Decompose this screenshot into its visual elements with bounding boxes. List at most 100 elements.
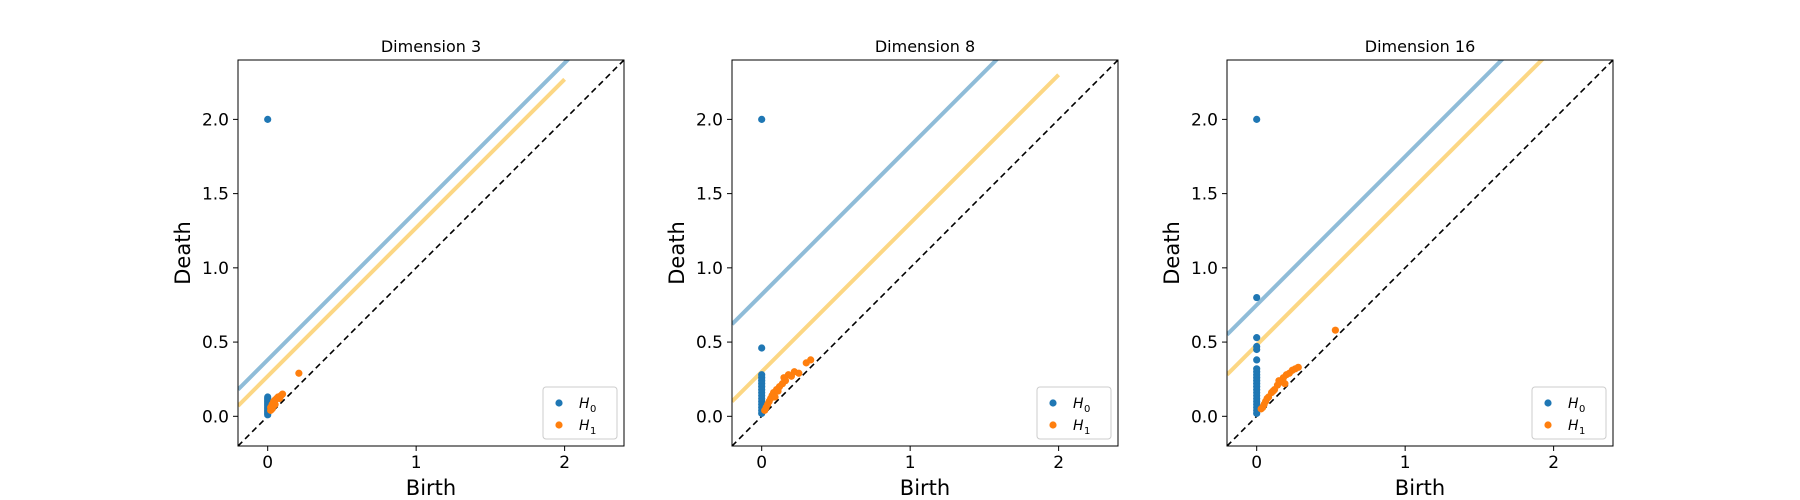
y-tick-label: 0.5 [696,333,723,353]
chart-panel-2: Dimension 8 0 1 2 0.0 0.5 1.0 1.5 2.0 Birth Death H… [665,37,1119,500]
y-tick-label: 2.0 [202,110,229,130]
x-tick-label: 1 [411,453,422,473]
x-axis-label: Birth [406,476,456,500]
data-point-h1 [1257,405,1265,413]
h1-threshold-line [1227,60,1545,377]
data-point-h0 [1253,345,1261,354]
x-tick-label: 2 [1053,453,1064,473]
data-point-h1 [802,359,810,367]
legend-label-subscript: 0 [1579,404,1585,415]
legend: H 0H 1 [1531,386,1607,440]
y-tick-label: 0.0 [202,407,229,427]
x-tick-label: 1 [1400,453,1411,473]
data-point-h1 [1285,369,1293,377]
y-tick-label: 0.5 [202,333,229,353]
chart-panel-3: Dimension 16 0 1 2 0.0 0.5 1.0 1.5 2.0 Birth Death… [1160,37,1614,500]
chart-title: Dimension 3 [381,37,481,56]
x-axis-label: Birth [1395,476,1445,500]
data-point-h1 [295,369,303,377]
series-h0 [758,115,766,417]
legend-marker [1049,399,1057,407]
y-tick-label: 1.0 [1191,259,1218,279]
data-point-h1 [1269,387,1277,395]
legend-label: H [1073,418,1084,434]
legend-marker [555,399,563,407]
plot-frame [1226,59,1614,447]
legend-label-subscript: 1 [590,426,596,437]
y-axis-label: Death [665,221,689,285]
legend-label-subscript: 0 [1084,404,1090,415]
legend-label-subscript: 1 [1579,426,1585,437]
legend-label-subscript: 0 [590,404,596,415]
plot-area [238,60,624,446]
y-tick-label: 1.5 [696,185,723,205]
legend-label: H [579,396,590,412]
data-point-h0 [758,344,766,352]
legend-label: H [579,418,590,434]
data-point-h1 [771,393,779,401]
y-tick-label: 1.5 [1191,185,1218,205]
series-h0 [1253,115,1261,417]
series-h1 [267,369,303,414]
y-tick-label: 0.0 [1191,407,1218,427]
x-axis-label: Birth [900,476,950,500]
diagonal-line [1227,60,1613,446]
data-point-h0 [1253,293,1261,302]
legend-label: H [1568,396,1579,412]
y-axis-label: Death [1160,221,1184,285]
data-point-h0 [1253,409,1261,417]
legend-label-subscript: 1 [1084,426,1090,437]
legend: H 0H 1 [1036,386,1112,440]
x-tick-label: 0 [262,453,273,473]
h0-threshold-line [1227,60,1505,337]
y-tick-label: 1.5 [202,185,229,205]
plot-frame [731,59,1119,447]
data-point-h1 [267,406,275,414]
chart-panel-1: Dimension 3 0 1 2 0.0 0.5 1.0 1.5 2.0 Birth Death H… [171,37,625,500]
x-tick-label: 2 [559,453,570,473]
h0-threshold-line [238,60,571,391]
plot-area [732,60,1118,446]
legend-label: H [1568,418,1579,434]
data-point-h1 [795,369,803,377]
y-tick-label: 1.0 [696,259,723,279]
data-point-h1 [1263,394,1271,403]
legend-label: H [1073,396,1084,412]
y-tick-label: 0.5 [1191,333,1218,353]
y-tick-label: 1.0 [202,259,229,279]
data-point-h1 [275,394,284,403]
data-point-h0 [758,115,766,123]
h1-threshold-line [238,77,567,408]
data-point-h1 [1275,377,1283,385]
diagonal-line [732,60,1118,446]
x-tick-label: 0 [756,453,767,473]
chart-title: Dimension 16 [1365,37,1476,56]
diagonal-line [238,60,624,446]
data-point-h1 [761,406,769,414]
data-point-h0 [1253,356,1261,364]
series-h1 [761,356,815,414]
data-point-h0 [1253,334,1261,342]
x-tick-label: 0 [1251,453,1262,473]
series-h1 [1257,326,1339,413]
legend-marker [1049,421,1057,429]
data-point-h0 [264,115,272,123]
x-tick-label: 1 [905,453,916,473]
y-axis-label: Death [171,221,195,285]
legend: H 0H 1 [542,386,618,440]
plot-frame [237,59,625,447]
y-tick-label: 2.0 [696,110,723,130]
chart-title: Dimension 8 [875,37,975,56]
h0-threshold-line [732,60,1000,326]
plot-area [1227,60,1613,446]
legend-marker [1544,399,1552,407]
data-point-h0 [1253,115,1261,123]
y-tick-label: 2.0 [1191,110,1218,130]
